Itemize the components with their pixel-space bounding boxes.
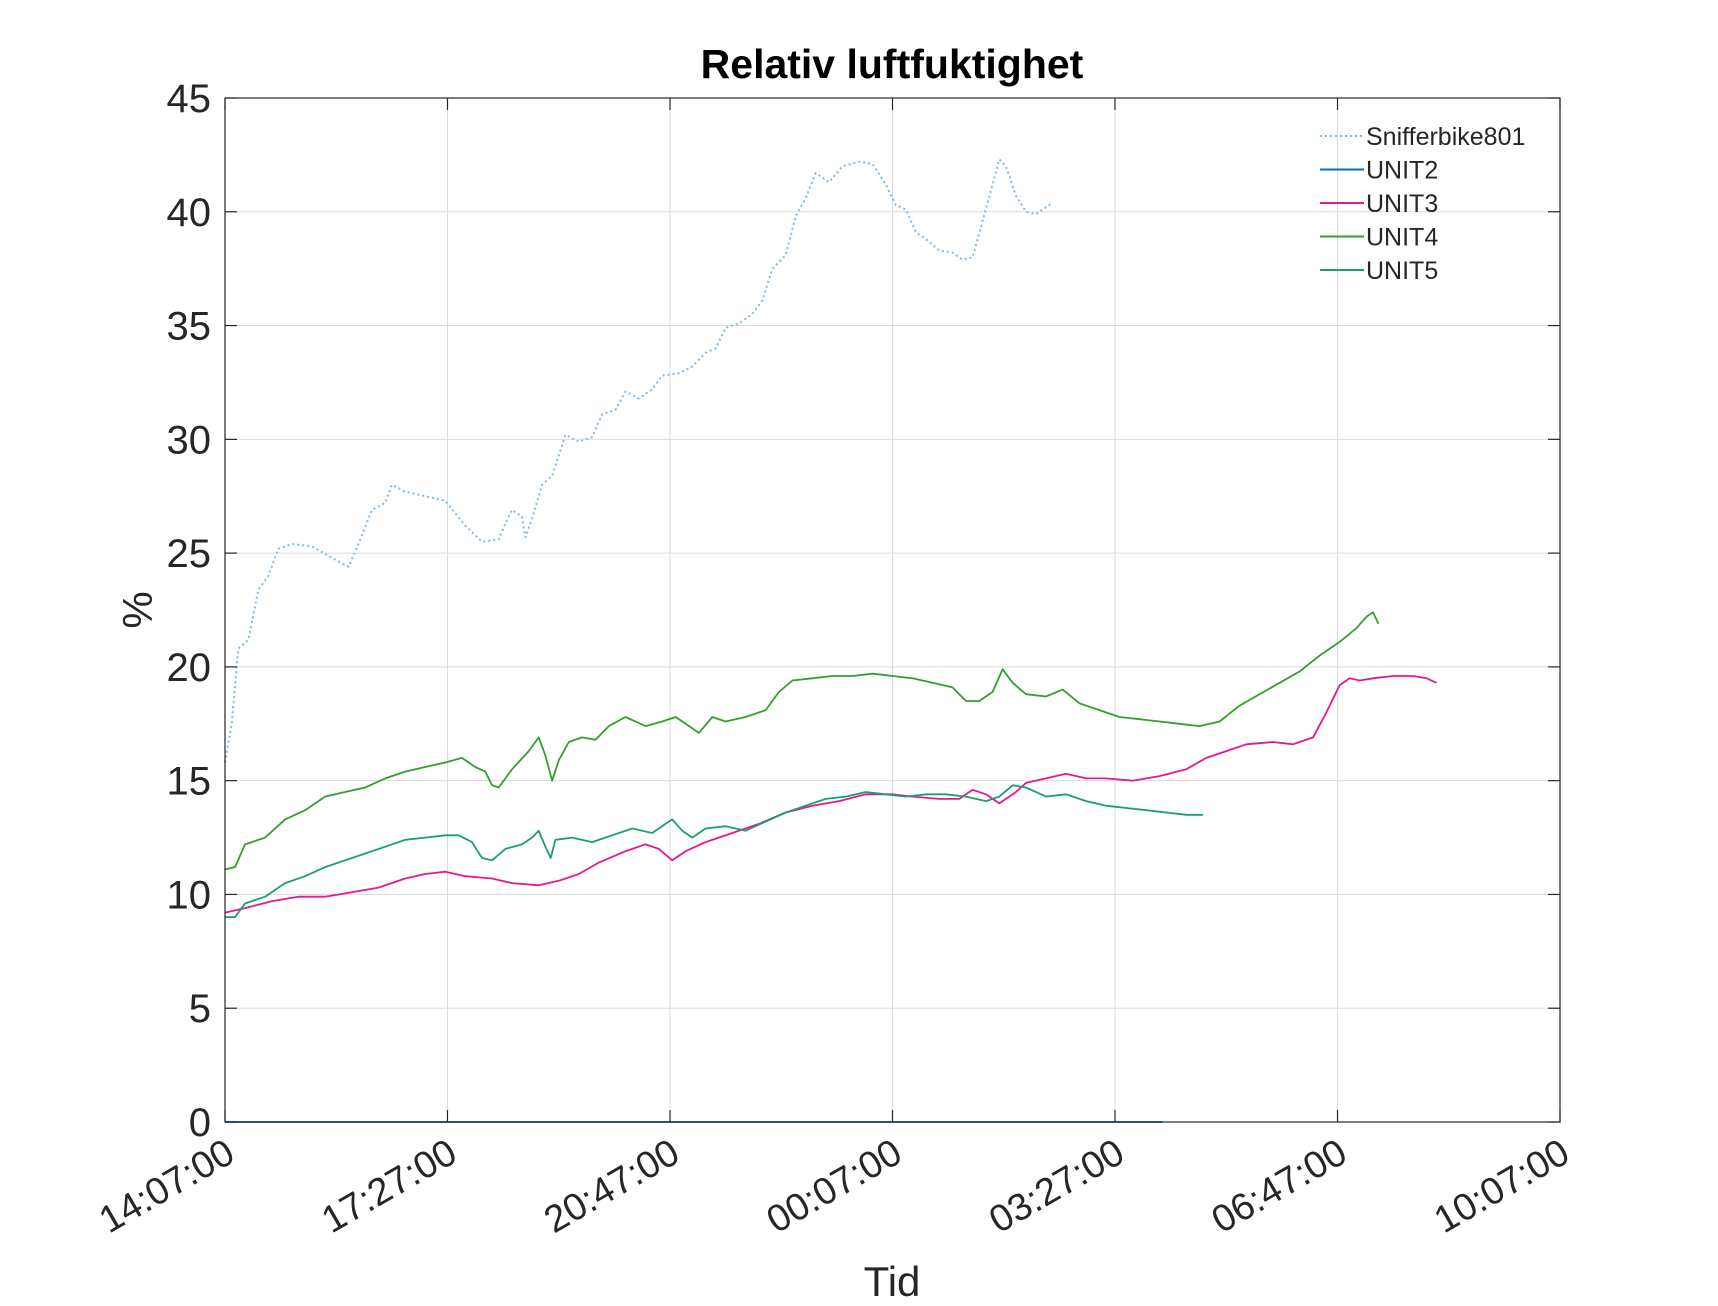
- series-line-unit4: [224, 611, 1380, 871]
- y-tick-label: 10: [167, 873, 212, 917]
- legend-label-unit2: UNIT2: [1366, 157, 1438, 185]
- tick-marks: [224, 97, 1561, 1123]
- y-tick-label: 40: [167, 191, 212, 235]
- legend-label-unit4: UNIT4: [1366, 224, 1438, 252]
- legend-label-snifferbike801: Snifferbike801: [1366, 123, 1525, 151]
- legend: Snifferbike801 UNIT2 UNIT3 UNIT4 UNIT5: [1320, 123, 1525, 285]
- y-tick-labels: 0 5 10 15 20 25 30 35 40 45: [167, 77, 212, 1145]
- y-tick-label: 35: [167, 305, 212, 349]
- legend-label-unit3: UNIT3: [1366, 190, 1438, 218]
- y-tick-label: 25: [167, 532, 212, 576]
- y-tick-label: 45: [167, 77, 212, 121]
- y-tick-label: 5: [189, 987, 211, 1031]
- y-tick-label: 20: [167, 646, 212, 690]
- x-axis-label: Tid: [864, 1258, 921, 1305]
- y-tick-label: 0: [189, 1101, 211, 1145]
- y-tick-label: 15: [167, 760, 212, 804]
- series-line-unit5: [225, 784, 1203, 919]
- legend-label-unit5: UNIT5: [1366, 257, 1438, 285]
- y-tick-label: 30: [167, 418, 212, 462]
- chart-title: Relativ luftfuktighet: [701, 41, 1084, 87]
- y-axis-label: %: [114, 591, 161, 628]
